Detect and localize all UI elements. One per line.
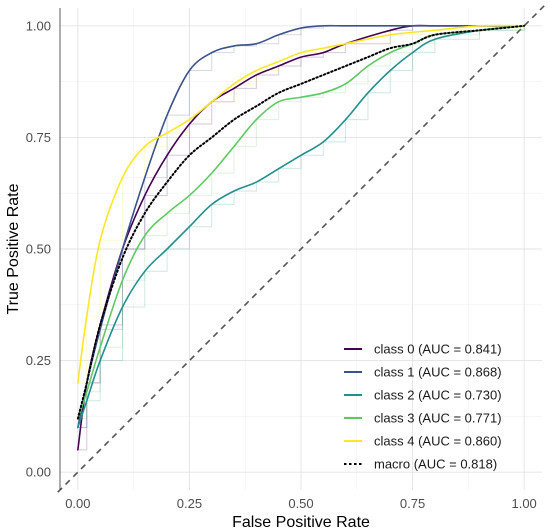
roc-step-curve-2 [77,25,525,429]
roc-curve-class-4 [77,24,525,384]
y-tick-labels: 0.00 0.25 0.50 0.75 1.00 [26,18,51,479]
roc-step-curve-4 [77,25,525,384]
x-tick-labels: 0.00 0.25 0.50 0.75 1.00 [65,496,537,511]
roc-curve-class-1 [77,24,525,429]
y-tick-label: 0.25 [26,353,51,368]
reference-diagonal [57,5,545,493]
legend-label: macro (AUC = 0.818) [374,457,497,472]
y-tick-label: 0.50 [26,242,51,257]
legend-label: class 0 (AUC = 0.841) [374,342,502,357]
roc-series [76,24,526,451]
legend-label: class 1 (AUC = 0.868) [374,365,502,380]
roc-curve-macro [76,24,526,420]
y-tick-label: 1.00 [26,18,51,33]
roc-step-curve-3 [77,25,525,420]
reference-diagonal-line [57,5,545,493]
legend-label: class 2 (AUC = 0.730) [374,388,502,403]
legend-label: class 3 (AUC = 0.771) [374,411,502,426]
x-tick-label: 0.00 [65,496,90,511]
x-tick-label: 0.50 [288,496,313,511]
legend-label: class 4 (AUC = 0.860) [374,434,502,449]
x-tick-label: 0.75 [400,496,425,511]
roc-step-curve-0 [77,25,525,451]
x-axis-title: False Positive Rate [232,514,370,531]
roc-curve-class-2 [77,25,525,429]
legend: class 0 (AUC = 0.841) class 1 (AUC = 0.86… [344,342,502,472]
y-tick-label: 0.00 [26,465,51,480]
y-axis-title: True Positive Rate [5,183,22,314]
x-tick-label: 0.25 [177,496,202,511]
x-tick-label: 1.00 [511,496,536,511]
y-tick-label: 0.75 [26,130,51,145]
